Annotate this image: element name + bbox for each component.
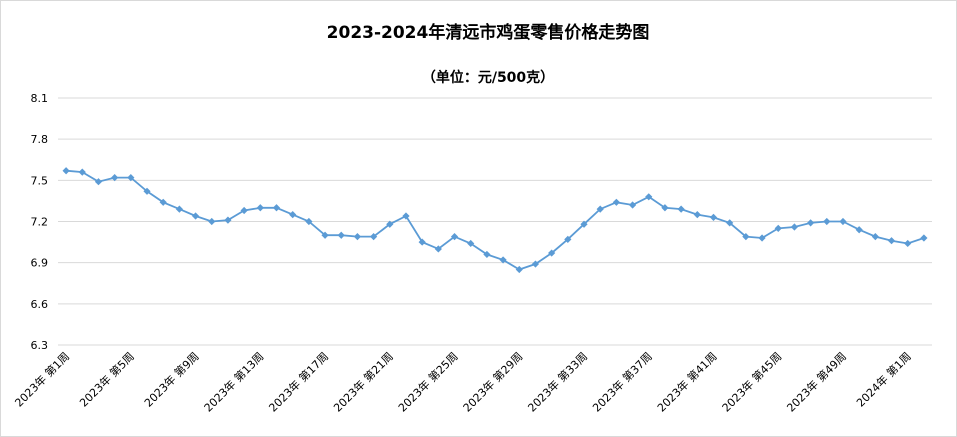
data-point	[321, 231, 329, 239]
data-point	[887, 237, 896, 245]
data-point	[580, 220, 588, 228]
data-point	[402, 212, 410, 220]
data-point	[661, 204, 669, 212]
y-tick-label: 8.1	[31, 92, 49, 105]
data-point	[564, 235, 572, 243]
data-point	[450, 232, 459, 241]
y-tick-label: 7.2	[31, 216, 49, 229]
data-point	[531, 260, 540, 268]
y-tick-label: 6.6	[31, 298, 49, 311]
data-point	[758, 234, 766, 242]
data-point	[483, 250, 491, 259]
y-tick-label: 6.9	[31, 257, 49, 270]
data-point	[709, 213, 718, 221]
gridlines	[58, 97, 932, 346]
series-egg-price	[62, 167, 928, 274]
data-point	[175, 205, 183, 213]
data-point	[774, 224, 782, 232]
y-tick-label: 7.5	[31, 174, 49, 187]
data-point	[612, 198, 620, 206]
y-tick-label: 6.3	[31, 339, 49, 352]
data-point	[807, 219, 815, 227]
data-point	[272, 204, 281, 212]
data-point	[499, 256, 507, 264]
data-point	[111, 173, 119, 182]
chart-title: 2023-2024年清远市鸡蛋零售价格走势图	[327, 22, 650, 43]
data-point	[823, 217, 831, 226]
data-point	[677, 205, 685, 213]
data-point	[645, 193, 653, 201]
data-point	[143, 187, 151, 195]
data-point	[159, 198, 167, 206]
data-point	[370, 232, 378, 241]
data-point	[515, 265, 523, 274]
data-point	[256, 204, 264, 212]
data-point	[920, 234, 928, 242]
data-point	[62, 167, 70, 175]
data-point	[224, 216, 232, 224]
data-point	[742, 232, 750, 241]
data-point	[418, 238, 426, 246]
data-point	[386, 220, 394, 228]
data-point	[467, 239, 475, 248]
data-point	[628, 201, 637, 209]
data-point	[726, 219, 734, 227]
data-point	[289, 211, 297, 219]
data-point	[191, 212, 200, 220]
data-point	[596, 205, 604, 213]
data-point	[548, 249, 556, 257]
data-point	[353, 232, 362, 241]
data-point	[790, 223, 799, 231]
data-point	[208, 217, 216, 226]
data-point	[240, 206, 248, 215]
data-point	[94, 178, 103, 186]
data-point	[434, 245, 442, 253]
data-point	[337, 231, 345, 239]
y-tick-label: 7.8	[31, 133, 49, 146]
data-point	[305, 217, 313, 226]
data-point	[839, 217, 847, 226]
data-point	[855, 226, 863, 234]
data-point	[693, 211, 701, 219]
data-point	[78, 168, 86, 176]
chart-subtitle: （单位：元/500克）	[422, 69, 554, 86]
data-point	[904, 239, 912, 248]
y-axis-ticks: 8.1 7.8 7.5 7.2 6.9 6.6 6.3	[31, 92, 49, 352]
data-point	[127, 173, 135, 182]
data-point	[871, 232, 879, 241]
